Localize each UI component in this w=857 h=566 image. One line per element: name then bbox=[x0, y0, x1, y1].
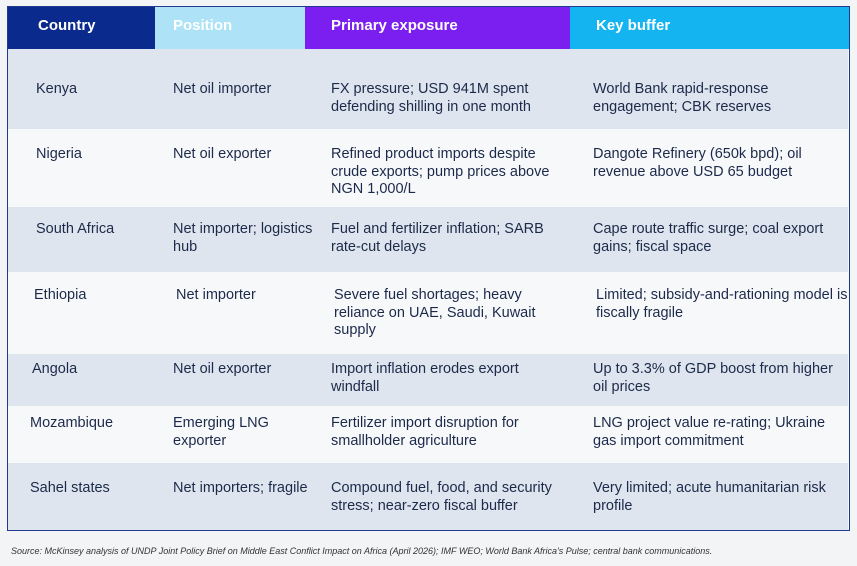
buffer-cell: Limited; subsidy-and-rationing model is … bbox=[596, 287, 848, 321]
exposure-cell: Compound fuel, food, and security stress… bbox=[331, 480, 552, 514]
exposure-cell: Fuel and fertilizer inflation; SARB rate… bbox=[331, 221, 544, 255]
table-row: Angola Net oil exporter Import inflation… bbox=[8, 354, 848, 406]
table-row: Nigeria Net oil exporter Refined product… bbox=[8, 129, 848, 207]
position-cell: Emerging LNG exporter bbox=[173, 415, 269, 449]
country-cell: Nigeria bbox=[36, 146, 82, 162]
exposure-cell: Import inflation erodes export windfall bbox=[331, 361, 519, 395]
exposure-cell: Fertilizer import disruption for smallho… bbox=[331, 415, 519, 449]
buffer-cell: Cape route traffic surge; coal export ga… bbox=[593, 221, 824, 255]
position-cell: Net importer; logistics hub bbox=[173, 221, 313, 255]
exposure-cell: Severe fuel shortages; heavy reliance on… bbox=[334, 287, 536, 338]
exposure-cell: Refined product imports despite crude ex… bbox=[331, 146, 550, 197]
position-cell: Net oil exporter bbox=[173, 146, 272, 162]
buffer-cell: LNG project value re-rating; Ukraine gas… bbox=[593, 415, 826, 449]
position-cell: Net oil exporter bbox=[173, 361, 272, 377]
table-row: Kenya Net oil importer FX pressure; USD … bbox=[8, 49, 848, 129]
position-cell: Net oil importer bbox=[173, 81, 272, 97]
position-cell: Net importers; fragile bbox=[173, 480, 308, 496]
header-country: Country bbox=[8, 7, 155, 49]
table-row: Ethiopia Net importer Severe fuel shorta… bbox=[8, 272, 848, 354]
buffer-cell: Very limited; acute humanitarian risk pr… bbox=[593, 480, 826, 514]
country-cell: South Africa bbox=[36, 221, 115, 237]
exposure-cell: FX pressure; USD 941M spent defending sh… bbox=[331, 81, 531, 115]
header-key-buffer: Key buffer bbox=[570, 7, 849, 49]
country-cell: Kenya bbox=[36, 81, 78, 97]
source-note: Source: McKinsey analysis of UNDP Joint … bbox=[11, 546, 713, 556]
buffer-cell: Dangote Refinery (650k bpd); oil revenue… bbox=[593, 146, 802, 180]
country-cell: Sahel states bbox=[30, 480, 110, 496]
country-cell: Angola bbox=[32, 361, 78, 377]
header-position: Position bbox=[155, 7, 305, 49]
buffer-cell: Up to 3.3% of GDP boost from higher oil … bbox=[593, 361, 833, 395]
buffer-cell: World Bank rapid-response engagement; CB… bbox=[593, 81, 772, 115]
table-row: South Africa Net importer; logistics hub… bbox=[8, 207, 848, 272]
exposure-table: Country Position Primary exposure Key bu… bbox=[7, 6, 850, 531]
table-row: Mozambique Emerging LNG exporter Fertili… bbox=[8, 406, 848, 463]
country-cell: Ethiopia bbox=[34, 287, 87, 303]
header-primary-exposure: Primary exposure bbox=[305, 7, 570, 49]
position-cell: Net importer bbox=[176, 287, 256, 303]
country-cell: Mozambique bbox=[30, 415, 114, 431]
table-row: Sahel states Net importers; fragile Comp… bbox=[8, 463, 848, 530]
